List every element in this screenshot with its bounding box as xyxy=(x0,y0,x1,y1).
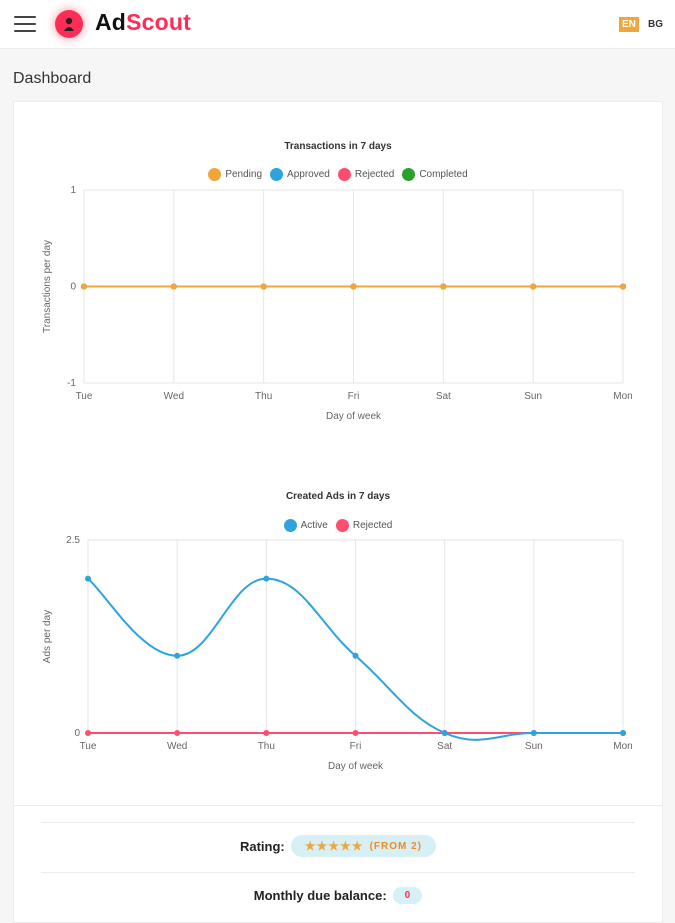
y-tick-label: -1 xyxy=(67,378,76,389)
x-tick-label: Tue xyxy=(80,741,97,752)
x-tick-label: Thu xyxy=(258,741,275,752)
legend-item-completed[interactable]: Completed xyxy=(402,168,468,181)
ads-chart: Tue Wed Thu Fri Sat Sun Mon 2.5 0 Day of week Ads … xyxy=(42,535,633,772)
data-point-pending xyxy=(350,283,357,290)
balance-badge: 0 xyxy=(392,887,423,904)
y-tick-label: 2.5 xyxy=(66,535,80,546)
data-point-active xyxy=(263,575,270,582)
data-point-pending xyxy=(620,283,626,290)
data-point-rejected xyxy=(263,730,270,736)
data-point-pending xyxy=(170,283,177,290)
data-point-active xyxy=(85,575,91,582)
balance-row: Monthly due balance: 0 xyxy=(14,887,662,904)
x-tick-label: Mon xyxy=(613,741,632,752)
x-tick-label: Fri xyxy=(350,741,362,752)
data-point-active xyxy=(620,730,626,736)
legend-item-rejected-ads[interactable]: Rejected xyxy=(335,519,392,532)
legend-transactions: Pending Approved Rejected Completed xyxy=(14,168,662,181)
menu-icon[interactable] xyxy=(14,16,36,32)
data-point-pending xyxy=(81,283,87,290)
rating-row: Rating: ★★★★★ (FROM 2) xyxy=(14,835,662,857)
data-point-active xyxy=(174,652,181,659)
data-point-pending xyxy=(440,283,447,290)
rating-badge: ★★★★★ (FROM 2) xyxy=(290,835,437,857)
data-point-pending xyxy=(260,283,267,290)
chart-title-transactions: Transactions in 7 days xyxy=(284,141,392,152)
x-tick-label: Wed xyxy=(167,741,187,752)
y-tick-label: 1 xyxy=(70,185,76,196)
chart-title-ads: Created Ads in 7 days xyxy=(285,491,391,502)
star-icon: ★★★★★ xyxy=(304,839,364,853)
data-point-active xyxy=(352,652,359,659)
dashboard-card: Transactions in 7 days Pending Approved … xyxy=(13,101,663,923)
page-title: Dashboard xyxy=(13,70,92,87)
y-tick-label: 0 xyxy=(70,282,76,293)
data-point-active xyxy=(441,730,448,736)
row-divider xyxy=(41,822,635,823)
y-tick-label: 0 xyxy=(74,728,80,739)
y-axis-label: Ads per day xyxy=(42,610,53,663)
x-tick-label: Mon xyxy=(613,391,632,402)
language-en-button[interactable]: EN xyxy=(619,17,639,32)
row-divider-2 xyxy=(41,872,635,873)
legend-ads: Active Rejected xyxy=(14,519,662,532)
data-point-rejected xyxy=(174,730,181,736)
logo-icon xyxy=(55,10,83,38)
y-axis-label: Transactions per day xyxy=(42,240,53,333)
x-tick-label: Thu xyxy=(255,391,272,402)
rating-label: Rating: xyxy=(239,838,285,854)
legend-item-rejected[interactable]: Rejected xyxy=(337,168,394,181)
x-tick-label: Fri xyxy=(348,391,360,402)
x-axis-label: Day of week xyxy=(328,761,384,772)
x-tick-label: Tue xyxy=(76,391,93,402)
data-point-rejected xyxy=(85,730,91,736)
x-tick-label: Wed xyxy=(164,391,184,402)
legend-item-pending[interactable]: Pending xyxy=(208,168,262,181)
x-tick-label: Sat xyxy=(436,391,451,402)
data-point-rejected xyxy=(352,730,359,736)
section-divider xyxy=(14,805,662,806)
data-point-active xyxy=(530,730,537,736)
legend-item-approved[interactable]: Approved xyxy=(270,168,330,181)
data-point-pending xyxy=(530,283,537,290)
x-tick-label: Sun xyxy=(524,391,542,402)
legend-item-active[interactable]: Active xyxy=(283,519,328,532)
x-axis-label: Day of week xyxy=(326,411,382,422)
language-bg-button[interactable]: BG xyxy=(648,19,663,30)
top-bar: AdScout EN BG xyxy=(0,0,675,49)
x-tick-label: Sat xyxy=(437,741,452,752)
x-tick-label: Sun xyxy=(525,741,543,752)
transactions-chart: Tue Wed Thu Fri Sat Sun Mon 1 0 -1 Day of week Tran… xyxy=(42,185,633,422)
balance-label: Monthly due balance: xyxy=(253,888,387,903)
logo-text[interactable]: AdScout xyxy=(95,9,191,35)
